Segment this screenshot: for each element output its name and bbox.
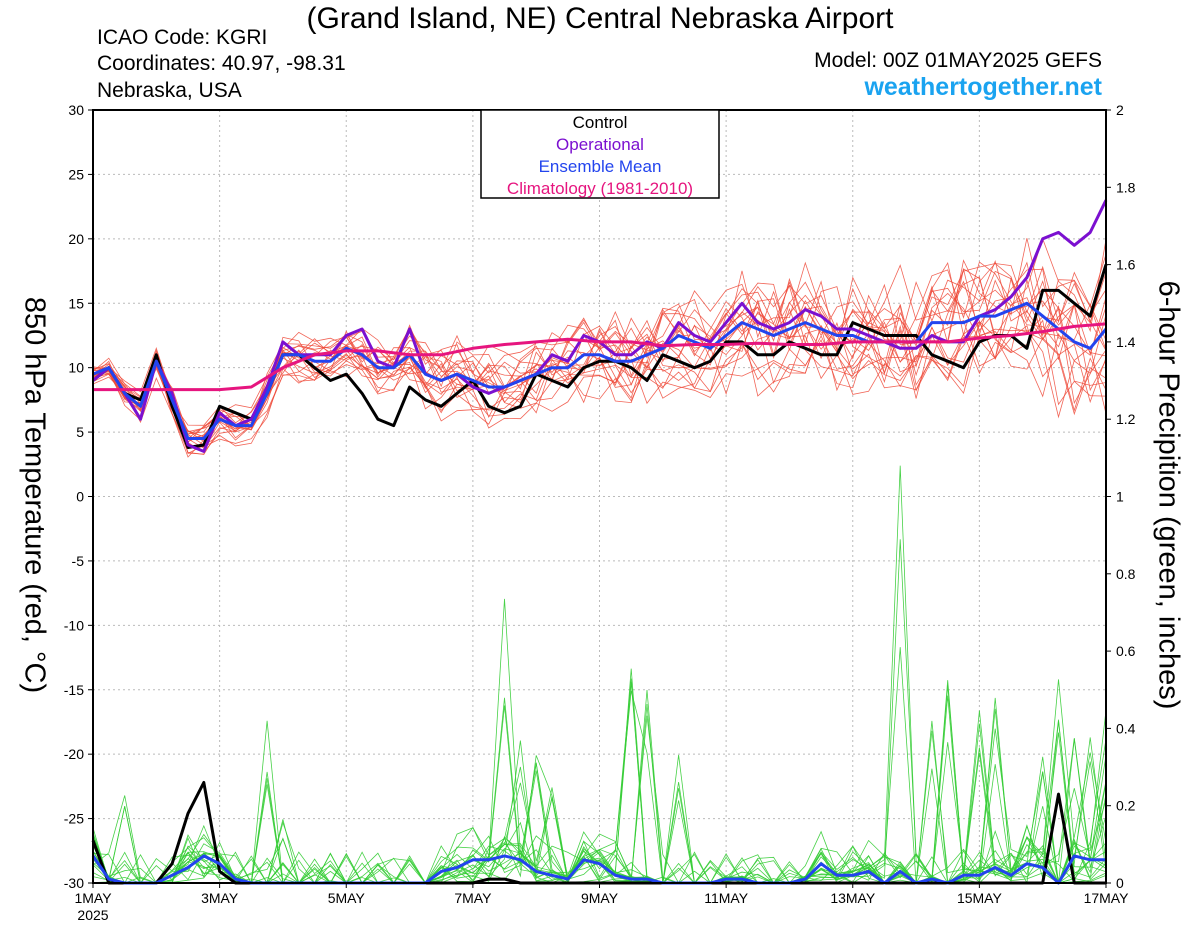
legend-entry: Climatology (1981-2010): [507, 179, 693, 198]
tick-label-bottom: 9MAY: [581, 890, 619, 906]
legend-box: [480, 109, 720, 199]
coordinates: Coordinates: 40.97, -98.31: [97, 52, 346, 75]
member-temp-line: [92, 260, 1107, 443]
tick-label-bottom: 3MAY: [201, 890, 239, 906]
tick-label-right: 1: [1116, 489, 1124, 505]
tick-label-right: 1.4: [1116, 334, 1136, 350]
tick-label-left: 25: [68, 166, 84, 182]
tick-label-bottom: 1MAY: [74, 890, 112, 906]
tick-label-bottom: 17MAY: [1084, 890, 1130, 906]
tick-label-bottom: 15MAY: [957, 890, 1003, 906]
tick-label-left: 30: [68, 102, 84, 118]
tick-label-right: 0.8: [1116, 566, 1136, 582]
tick-label-left: 10: [68, 360, 84, 376]
tick-label-left: -10: [64, 617, 84, 633]
member-temp-line: [92, 319, 1107, 458]
tick-label-left: -30: [64, 875, 84, 891]
site-link[interactable]: weathertogether.net: [864, 73, 1102, 101]
member-temp-line: [92, 237, 1107, 435]
tick-label-right: 1.2: [1116, 411, 1136, 427]
tick-label-right: 0.4: [1116, 720, 1136, 736]
precip-control-line: [91, 781, 1106, 885]
tick-label-right: 0: [1116, 875, 1124, 891]
member-precip-line: [92, 685, 1107, 884]
region: Nebraska, USA: [97, 79, 242, 102]
legend-entry: Ensemble Mean: [539, 157, 662, 176]
member-temp-line: [92, 323, 1107, 448]
axis-ticks: 302520151050-5-10-15-20-25-3021.81.61.41…: [64, 102, 1136, 923]
tick-label-left: -25: [64, 811, 84, 827]
member-precip-line: [92, 703, 1107, 885]
tick-label-bottom: 11MAY: [704, 890, 748, 906]
tick-label-left: -20: [64, 746, 84, 762]
chart-title: (Grand Island, NE) Central Nebraska Airp…: [306, 2, 894, 35]
tick-label-left: 0: [76, 489, 84, 505]
model-run: Model: 00Z 01MAY2025 GEFS: [814, 49, 1102, 72]
tick-label-left: 15: [68, 295, 84, 311]
legend-entry: Control: [573, 113, 628, 132]
tick-label-left: 5: [76, 424, 84, 440]
temp-climatology-1981-2010-line: [93, 322, 1107, 392]
tick-label-right: 2: [1116, 102, 1124, 118]
tick-label-bottom: 7MAY: [454, 890, 492, 906]
tick-label-left: 20: [68, 231, 84, 247]
tick-label-right: 1.6: [1116, 257, 1136, 273]
member-precip-line: [92, 598, 1107, 885]
tick-label-left: -5: [72, 553, 85, 569]
legend-entry: Operational: [556, 135, 644, 154]
member-temp-line: [92, 297, 1107, 455]
member-precip-line: [92, 761, 1107, 884]
tick-label-right: 1.8: [1116, 179, 1136, 195]
temp-ensemble-mean-line: [92, 301, 1108, 440]
legend: Control Operational Ensemble Mean Climatolo…: [480, 109, 720, 199]
member-temp-line: [92, 324, 1107, 454]
member-precip-line: [92, 681, 1107, 884]
icao-code: ICAO Code: KGRI: [97, 26, 268, 49]
tick-label-right: 0.2: [1116, 798, 1136, 814]
tick-label-left: -15: [64, 682, 84, 698]
tick-label-bottom: 13MAY: [830, 890, 876, 906]
tick-label-right: 0.6: [1116, 643, 1136, 659]
tick-label-bottom: 5MAY: [328, 890, 366, 906]
tick-label-year: 2025: [77, 907, 108, 923]
